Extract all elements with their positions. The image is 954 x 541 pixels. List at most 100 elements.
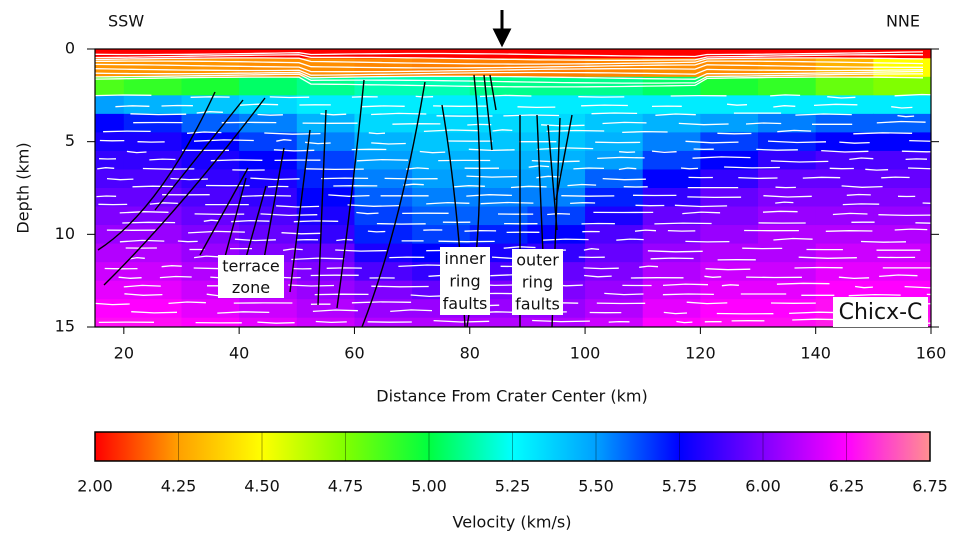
velocity-cell <box>700 262 759 282</box>
reflector <box>392 123 441 125</box>
reflector <box>717 132 752 135</box>
reflector <box>591 112 638 115</box>
velocity-cell <box>354 169 413 189</box>
reflector <box>257 113 283 116</box>
reflector <box>821 149 869 153</box>
reflector <box>792 318 840 321</box>
fault <box>361 81 426 327</box>
reflector <box>479 94 532 98</box>
velocity-cell <box>585 280 644 300</box>
velocity-cell <box>527 95 586 115</box>
velocity-cell <box>95 95 125 115</box>
reflector <box>855 285 873 289</box>
reflector <box>686 301 728 305</box>
x-tick-label: 140 <box>800 344 831 363</box>
reflector <box>838 276 870 280</box>
reflector <box>305 141 331 145</box>
velocity-cell <box>758 95 817 115</box>
velocity-cell <box>354 188 413 208</box>
velocity-cell <box>815 49 874 59</box>
velocity-cell <box>642 132 701 152</box>
reflector <box>775 201 794 204</box>
velocity-cell <box>354 76 413 96</box>
velocity-cell <box>296 243 356 263</box>
reflector <box>142 167 195 170</box>
reflector <box>95 57 924 65</box>
velocity-cell <box>123 206 183 226</box>
reflector <box>853 132 913 135</box>
reflector <box>685 240 730 243</box>
reflector <box>570 202 596 205</box>
reflector <box>622 130 668 134</box>
velocity-cell <box>296 299 356 319</box>
velocity-cell <box>873 188 931 208</box>
reflector <box>269 96 310 99</box>
colorbar-tick-label: 5.75 <box>662 477 698 496</box>
velocity-cell <box>815 169 874 189</box>
velocity-cell <box>527 58 586 78</box>
annotation-box <box>833 297 928 327</box>
reflector <box>773 105 796 108</box>
reflector <box>288 284 335 287</box>
reflector <box>168 301 206 305</box>
reflector <box>356 211 379 215</box>
reflector <box>841 185 883 188</box>
velocity-cell <box>700 58 759 78</box>
reflector <box>608 320 630 323</box>
velocity-cell <box>758 243 817 263</box>
reflector <box>762 210 798 213</box>
reflector <box>650 257 694 260</box>
reflector <box>839 141 870 144</box>
reflector <box>602 121 647 125</box>
velocity-cell <box>585 317 644 327</box>
velocity-cell <box>758 317 817 327</box>
reflector <box>876 120 926 124</box>
reflector <box>115 105 150 108</box>
velocity-cell <box>815 262 874 282</box>
reflector <box>95 60 924 69</box>
reflector <box>581 104 628 107</box>
velocity-cell <box>123 58 183 78</box>
reflector <box>583 267 619 270</box>
velocity-cell <box>873 132 931 152</box>
colorbar-tick-label: 6.00 <box>745 477 781 496</box>
reflector <box>726 103 748 106</box>
fault <box>199 167 249 256</box>
y-axis-label: Depth (km) <box>14 142 33 233</box>
velocity-cell <box>585 49 644 59</box>
reflector <box>371 112 427 116</box>
velocity-cell <box>758 113 817 133</box>
annotation: outer <box>516 251 559 270</box>
colorbar-tick-label: 6.25 <box>829 477 865 496</box>
reflector <box>832 212 868 216</box>
velocity-cell <box>239 76 298 96</box>
reflector <box>878 214 931 217</box>
colorbar-tick-label: 2.00 <box>77 477 113 496</box>
velocity-cell <box>469 95 529 115</box>
reflector <box>846 193 871 196</box>
reflector <box>426 201 470 205</box>
reflector <box>390 309 433 313</box>
annotation: zone <box>232 278 270 297</box>
fault <box>221 177 247 269</box>
velocity-cell <box>642 49 701 59</box>
reflector <box>795 113 852 116</box>
velocity-cell <box>412 132 471 152</box>
reflector <box>618 167 637 171</box>
velocity-cell <box>642 188 701 208</box>
reflector <box>190 96 230 98</box>
reflector <box>634 229 657 232</box>
reflector <box>106 177 134 181</box>
reflector <box>276 139 292 142</box>
velocity-cell <box>469 317 529 327</box>
velocity-cell <box>527 132 586 152</box>
velocity-cell <box>123 299 183 319</box>
velocity-cell <box>873 169 931 189</box>
reflector <box>260 213 318 217</box>
reflector <box>123 284 161 288</box>
reflector <box>419 150 446 154</box>
reflector <box>95 76 924 88</box>
reflector <box>95 73 923 84</box>
velocity-cell <box>815 113 874 133</box>
velocity-cell <box>527 169 586 189</box>
